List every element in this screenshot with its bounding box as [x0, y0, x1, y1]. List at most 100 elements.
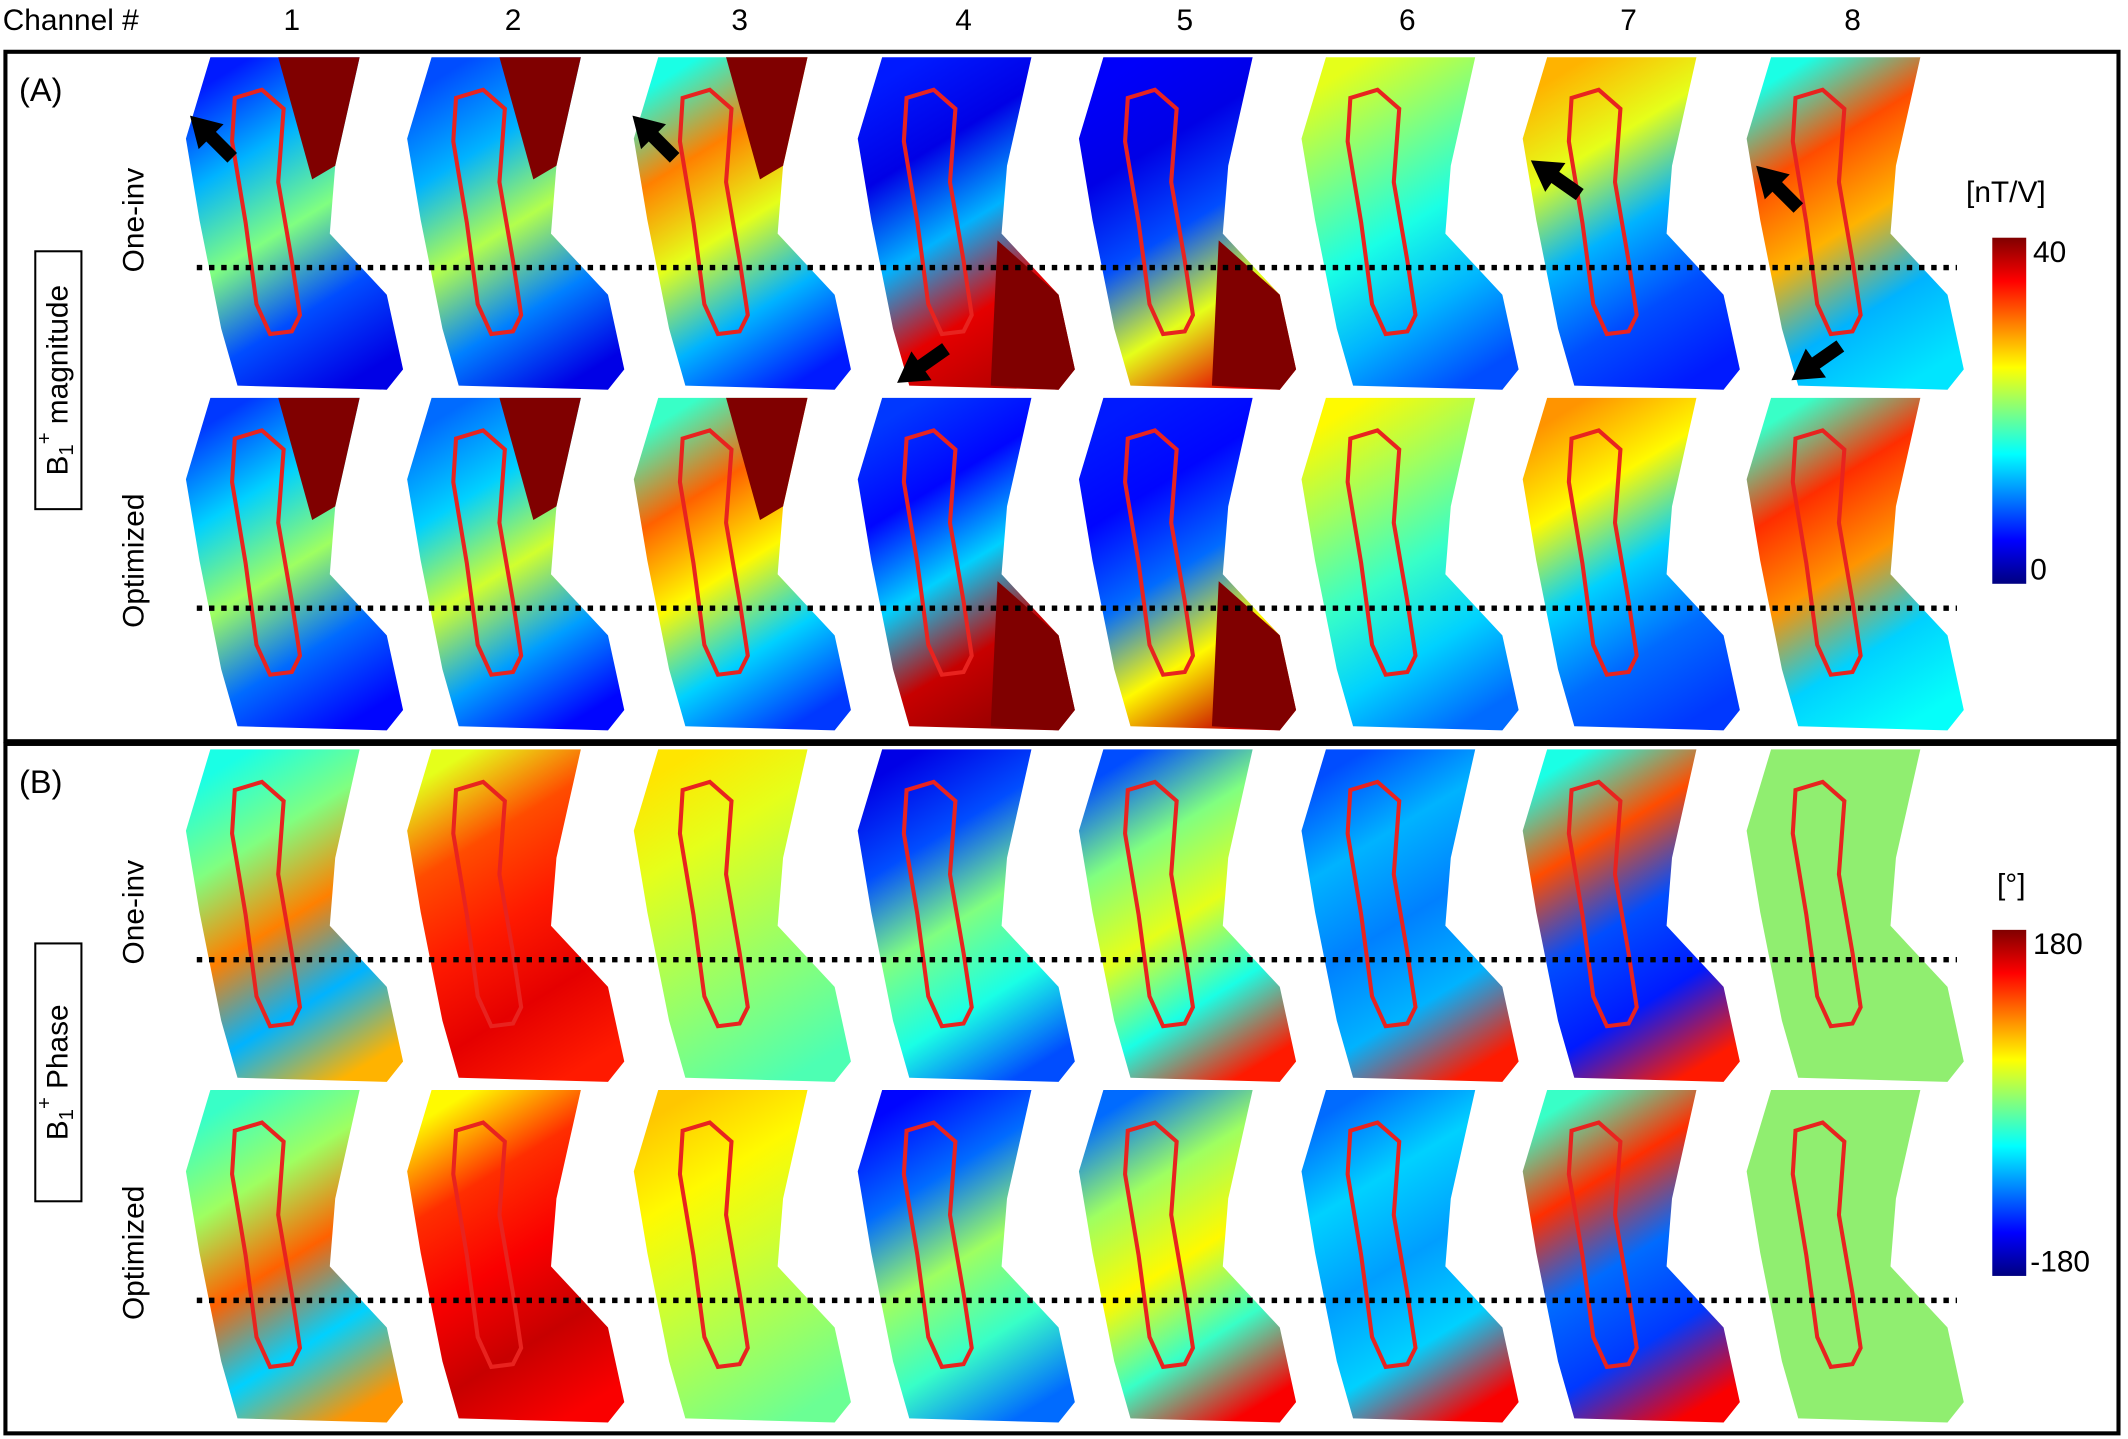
- map-image: [1078, 749, 1297, 1082]
- map-image: [1301, 749, 1519, 1082]
- quantity-base: B: [42, 456, 75, 476]
- arrow: [1756, 165, 1804, 213]
- roi-outline: [230, 1120, 303, 1370]
- quantity-label: B1+ magnitude: [35, 285, 79, 476]
- map-image: [185, 397, 404, 731]
- map-image: [1746, 57, 1964, 390]
- map: [1078, 57, 1297, 390]
- colorbar: [1992, 929, 2027, 1276]
- roi-outline: [1790, 779, 1863, 1029]
- map: [1301, 57, 1519, 390]
- row-label: Optimized: [118, 1186, 151, 1320]
- roi-outline: [901, 87, 974, 337]
- arrow: [897, 343, 950, 383]
- map: [1746, 397, 1964, 731]
- roi-outline: [901, 428, 974, 677]
- map-image: [407, 749, 625, 1082]
- roi-outline: [230, 87, 303, 337]
- map: [857, 749, 1075, 1082]
- colorbar: [1992, 237, 2027, 584]
- map: [407, 1090, 625, 1423]
- roi-outline: [451, 428, 524, 677]
- map: [1301, 397, 1519, 731]
- quantity-text: Phase: [42, 1004, 75, 1089]
- arrow: [1530, 160, 1584, 201]
- colorbar-min: 0: [2030, 553, 2047, 586]
- map-image: [185, 749, 404, 1082]
- map-image: [185, 57, 404, 390]
- map-hot-region: [1211, 581, 1297, 731]
- roi-outline: [1123, 87, 1196, 337]
- channel-label: 1: [283, 4, 300, 37]
- map-image: [857, 1090, 1075, 1423]
- map-image: [1301, 397, 1519, 731]
- channel-label: 5: [1176, 4, 1193, 37]
- panel-tag: (A): [19, 72, 62, 108]
- map: [857, 397, 1075, 731]
- map: [633, 57, 851, 390]
- map: [1746, 749, 1964, 1082]
- map-image: [633, 1090, 851, 1423]
- map: [633, 1090, 851, 1423]
- map-hot-region: [499, 57, 581, 180]
- map: [1301, 1090, 1519, 1423]
- roi-outline: [1566, 428, 1639, 677]
- roi-outline: [451, 87, 524, 337]
- header-label: Channel #: [3, 4, 139, 37]
- channel-label: 7: [1620, 4, 1637, 37]
- map-image: [1301, 1090, 1519, 1423]
- map: [407, 397, 625, 731]
- colorbar-unit: [°]: [1997, 868, 2026, 901]
- quantity-label: B1+ Phase: [35, 1004, 79, 1140]
- arrow-shape: [632, 115, 680, 163]
- arrow: [190, 115, 238, 163]
- channel-label: 8: [1844, 4, 1861, 37]
- roi-outline: [1123, 779, 1196, 1029]
- roi-outline: [677, 1120, 750, 1370]
- map: [1301, 749, 1519, 1082]
- panel-tag: (B): [19, 764, 62, 800]
- map: [1078, 1090, 1297, 1423]
- map-image: [1301, 57, 1519, 390]
- channel-label: 2: [505, 4, 522, 37]
- arrow-shape: [1791, 340, 1845, 381]
- quantity-sub: 1: [56, 444, 78, 455]
- quantity-sup: +: [35, 1097, 57, 1109]
- arrow: [1791, 340, 1845, 381]
- map: [1746, 1090, 1964, 1423]
- colorbar-unit: [nT/V]: [1966, 176, 2046, 209]
- quantity-base: B: [42, 1120, 75, 1140]
- map: [407, 57, 625, 390]
- row-label: Optimized: [118, 494, 151, 628]
- row-label: One-inv: [118, 860, 151, 965]
- quantity-sub: 1: [56, 1109, 78, 1120]
- map: [185, 57, 404, 390]
- roi-outline: [1566, 87, 1639, 337]
- arrow-shape: [190, 115, 238, 163]
- map: [857, 1090, 1075, 1423]
- map: [1522, 57, 1740, 390]
- row-label: One-inv: [118, 168, 151, 273]
- map: [633, 749, 851, 1082]
- channel-label: 3: [731, 4, 748, 37]
- panel-a-frame: [3, 49, 2121, 744]
- map-hot-region: [726, 57, 808, 180]
- channel-label: 6: [1399, 4, 1416, 37]
- map: [1078, 397, 1297, 731]
- colorbar-min: -180: [2030, 1246, 2090, 1279]
- arrow-shape: [897, 343, 950, 383]
- roi-outline: [1345, 87, 1418, 337]
- map: [1522, 1090, 1740, 1423]
- quantity-text: magnitude: [42, 285, 75, 424]
- map-image: [1078, 1090, 1297, 1423]
- map-hot-region: [726, 397, 808, 520]
- roi-outline: [451, 1120, 524, 1370]
- map-hot-region: [990, 240, 1075, 390]
- map: [185, 749, 404, 1082]
- map-image: [407, 57, 625, 390]
- map-image: [1746, 1090, 1964, 1423]
- map-image: [407, 1090, 625, 1423]
- channel-label: 4: [955, 4, 972, 37]
- map: [185, 1090, 404, 1423]
